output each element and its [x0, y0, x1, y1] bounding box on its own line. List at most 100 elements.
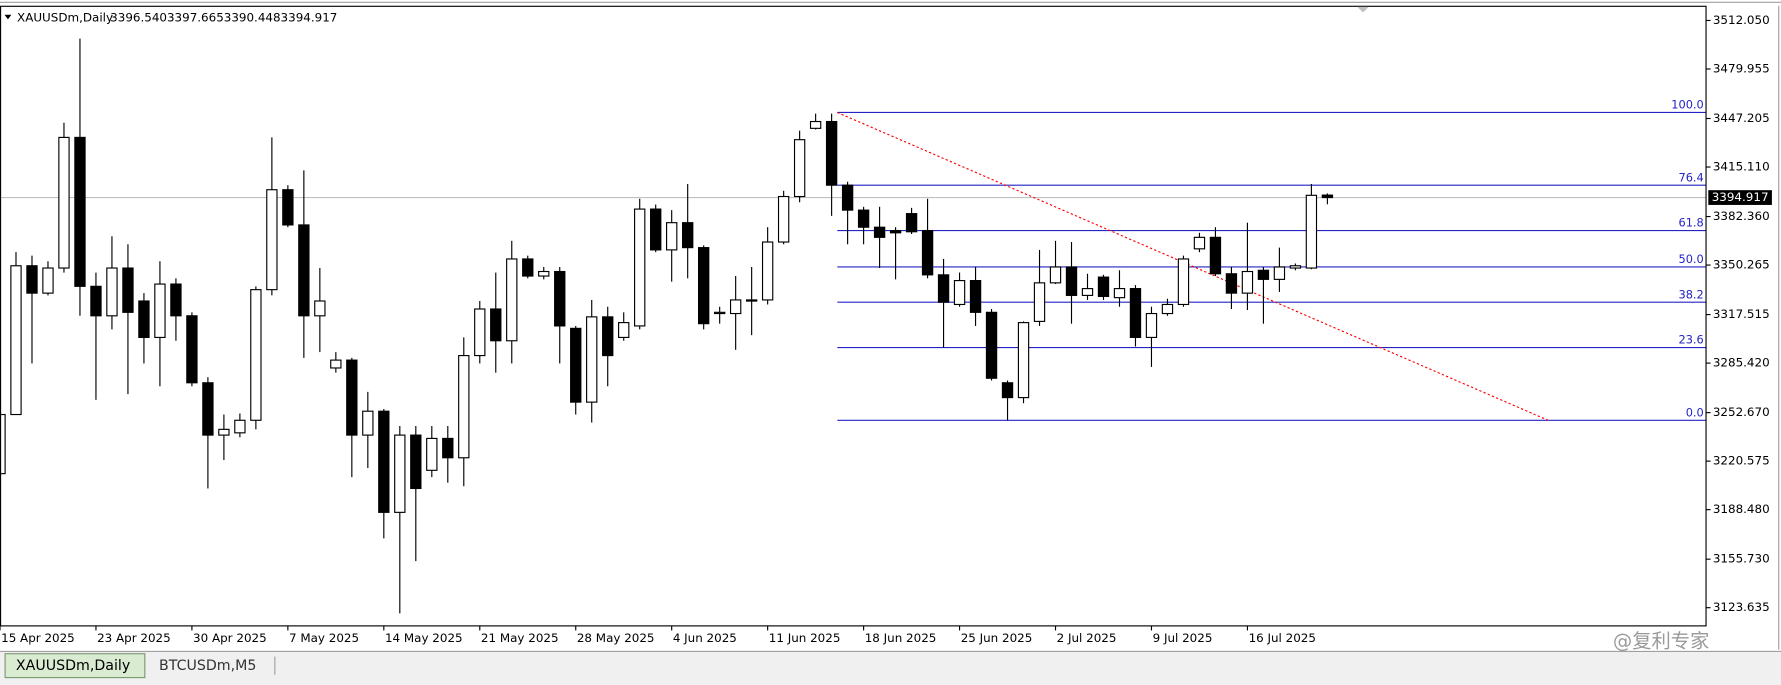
y-tick-label: 3123.635 [1713, 600, 1770, 614]
candle-body [218, 428, 230, 436]
candle-body [570, 327, 582, 403]
x-tick-label: 2 Jul 2025 [1057, 631, 1117, 645]
candle-body [666, 222, 678, 251]
candle-body [905, 213, 918, 233]
last-low: 3390.448 [224, 11, 281, 25]
y-tick-label: 3415.110 [1713, 160, 1770, 174]
candle-body [1305, 194, 1318, 269]
candle-body [809, 120, 822, 129]
candle-body [1225, 273, 1238, 294]
candle-body [298, 224, 310, 317]
candle-body [825, 120, 838, 186]
x-tick-label: 14 May 2025 [385, 631, 463, 645]
candle-body [841, 184, 854, 211]
fib-trendline [837, 111, 1549, 421]
fib-label: 23.6 [1678, 333, 1703, 347]
candle-body [1113, 288, 1126, 299]
candle-body [634, 208, 646, 327]
candle-body [186, 315, 198, 384]
plot [1, 38, 1707, 614]
candle-body [953, 280, 966, 306]
candle-body [42, 267, 54, 294]
candle-body [410, 434, 422, 490]
candle-body [90, 285, 102, 317]
candle-body [889, 229, 902, 234]
x-tick-label: 21 May 2025 [481, 631, 559, 645]
candle-body [1161, 303, 1174, 315]
candle-body [713, 311, 726, 315]
candle-body [138, 300, 150, 338]
chart-frame [0, 5, 1707, 627]
candle-body [586, 316, 598, 403]
candle-body [1097, 276, 1110, 298]
candle-body [761, 241, 774, 301]
candle-body [1273, 266, 1286, 280]
candle-body [777, 195, 790, 243]
candle-body [1289, 265, 1302, 269]
x-tick-label: 23 Apr 2025 [97, 631, 171, 645]
candle-body [250, 289, 262, 421]
candle-body [330, 359, 342, 369]
candle-body [1145, 312, 1158, 338]
candle-body [106, 267, 118, 317]
candle-body [506, 258, 518, 342]
candle-body [10, 265, 22, 416]
candle-body [346, 359, 358, 436]
candle-body [266, 189, 278, 291]
chart-title: XAUUSDm,Daily [17, 11, 113, 25]
candle-body [618, 322, 630, 338]
tab-label[interactable]: BTCUSDm,M5 [159, 658, 256, 674]
candle-body [74, 136, 86, 287]
candle-body [729, 299, 742, 315]
candle-body [378, 410, 390, 513]
candle-body [1257, 269, 1270, 280]
candle-body [1, 413, 6, 475]
x-tick-label: 25 Jun 2025 [961, 631, 1033, 645]
fib-label: 61.8 [1678, 216, 1703, 230]
candle-body [745, 299, 758, 302]
candle-body [793, 139, 806, 198]
x-tick-label: 15 Apr 2025 [1, 631, 75, 645]
candle-body [682, 222, 694, 249]
candle-body [1321, 194, 1334, 199]
candle-body [1193, 236, 1206, 250]
x-tick-label: 30 Apr 2025 [193, 631, 267, 645]
candle-body [442, 437, 454, 459]
y-tick-label: 3382.360 [1713, 209, 1770, 223]
candle-body [58, 136, 70, 269]
x-tick-label: 7 May 2025 [289, 631, 359, 645]
tab-active[interactable] [4, 653, 146, 679]
x-tick-label: 4 Jun 2025 [673, 631, 737, 645]
y-tick-label: 3317.515 [1713, 307, 1770, 321]
candle-body [458, 355, 470, 459]
candle-body [394, 434, 406, 513]
candle-body [554, 270, 566, 327]
y-tick-label: 3479.955 [1713, 61, 1770, 75]
last-high: 3397.665 [167, 11, 224, 25]
candle-body [1065, 266, 1078, 296]
candle-body [1241, 270, 1254, 294]
candle-body [1049, 266, 1062, 284]
candle-body [538, 270, 550, 277]
candle-body [1001, 382, 1014, 399]
last-close: 3394.917 [281, 11, 338, 25]
y-tick-label: 3188.480 [1713, 502, 1770, 516]
bid-label-box [1708, 190, 1772, 205]
candle-body [985, 311, 998, 379]
candle-body [154, 283, 166, 338]
candle-body [602, 316, 614, 357]
last-open: 3396.540 [110, 11, 167, 25]
x-tick-label: 11 Jun 2025 [769, 631, 841, 645]
candle-body [921, 229, 934, 276]
candle-body [122, 267, 134, 313]
candle-body [426, 437, 438, 471]
candle-body [937, 274, 950, 303]
x-tick-label: 9 Jul 2025 [1153, 631, 1213, 645]
candle-body [490, 308, 502, 342]
tab-label[interactable]: XAUUSDm,Daily [16, 658, 130, 674]
candle-body [1081, 288, 1094, 296]
candle-body [1209, 236, 1222, 275]
